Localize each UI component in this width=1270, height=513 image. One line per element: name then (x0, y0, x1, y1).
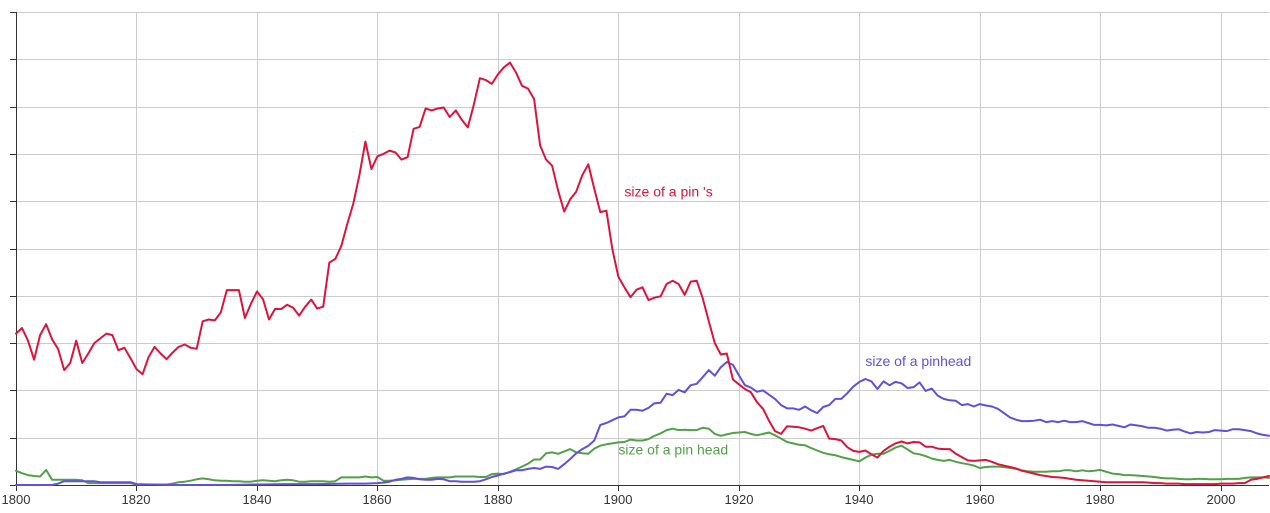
x-tick-label: 1900 (604, 492, 633, 507)
x-tick-label: 1800 (2, 492, 31, 507)
series-line-size-of-a-pin-head (15, 426, 1270, 486)
grid (16, 12, 1269, 485)
series-lines (15, 61, 1270, 486)
x-tick-label: 1840 (243, 492, 272, 507)
axes: 1800 1820 1840 1860 1880 1900 1920 1940 1960 1980… (2, 12, 1269, 507)
x-tick-label: 1920 (725, 492, 754, 507)
series-label: size of a pinhead (865, 353, 971, 369)
series-line-size-of-a-pinhead (15, 361, 1270, 486)
series-label: size of a pin 's (624, 183, 712, 199)
x-tick-label: 1820 (122, 492, 151, 507)
x-tick-label: 1860 (363, 492, 392, 507)
series-labels: size of a pin 's size of a pinhead size of… (618, 183, 971, 457)
x-tick-label: 1960 (966, 492, 995, 507)
x-tick-label: 1940 (845, 492, 874, 507)
x-tick-label: 2000 (1207, 492, 1236, 507)
series-label: size of a pin head (618, 441, 728, 457)
x-tick-label: 1880 (484, 492, 513, 507)
series-line-size-of-a-pin-s (15, 61, 1270, 486)
x-tick-label: 1980 (1086, 492, 1115, 507)
